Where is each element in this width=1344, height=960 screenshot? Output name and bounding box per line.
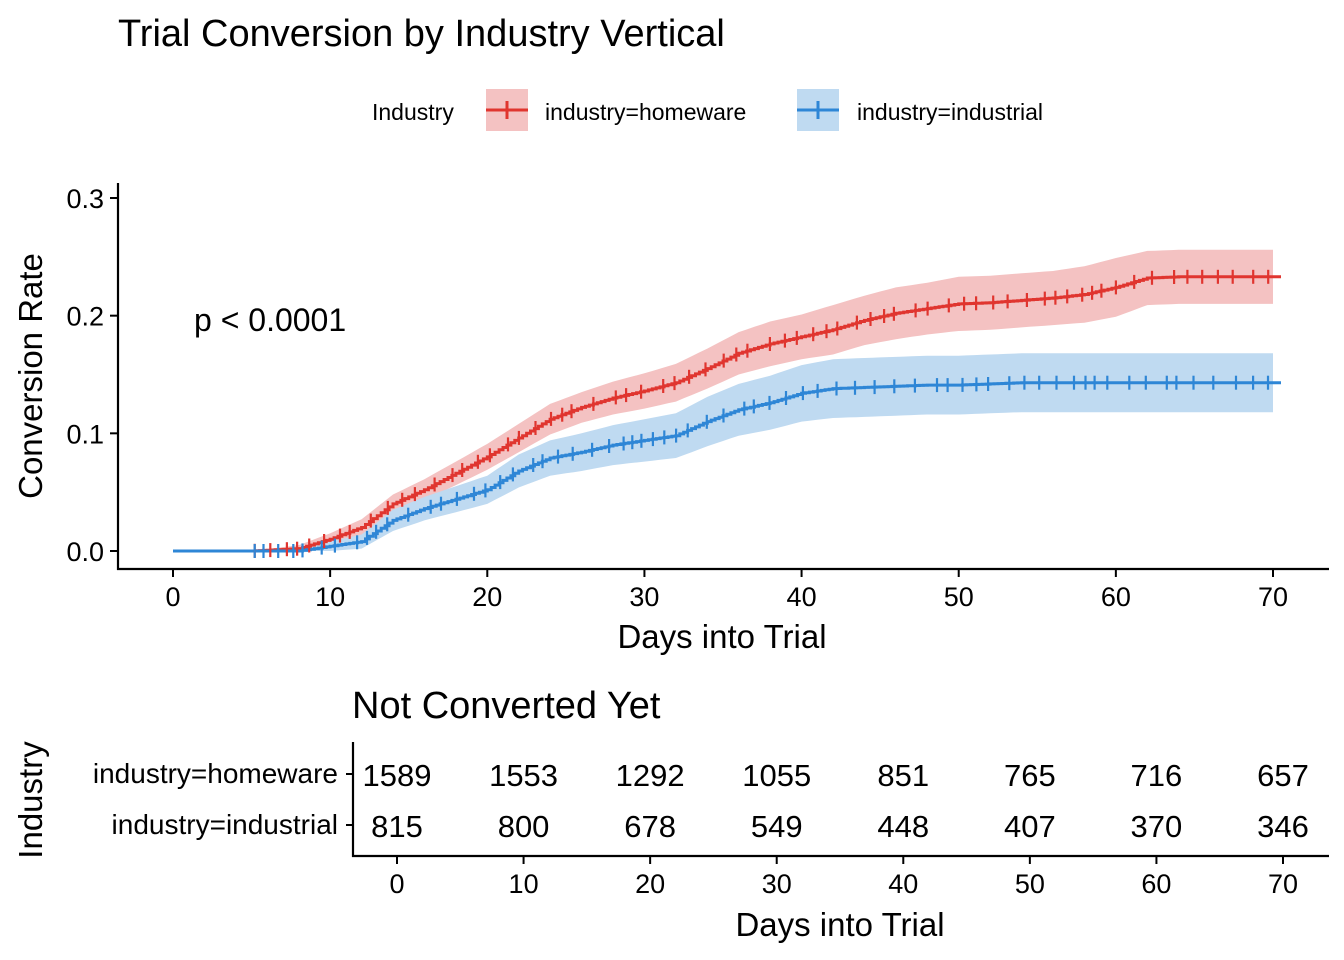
risk-table-axes: 0 10 20 30 40 50 60 70 [346,742,1329,899]
risk-table-title: Not Converted Yet [352,685,661,727]
risk-cell-industrial: 370 [1131,809,1183,844]
y-tick-label: 0.0 [66,537,104,567]
x-tick-label: 10 [315,582,345,612]
risk-row-label-homeware: industry=homeware [93,758,338,789]
legend-label-industrial: industry=industrial [857,99,1043,125]
risk-cell-industrial: 678 [624,809,676,844]
x-tick-label: 20 [472,582,502,612]
risk-cell-homeware: 1553 [489,758,558,793]
risk-cell-industrial: 815 [371,809,423,844]
risk-cell-homeware: 851 [877,758,929,793]
x-tick-label: 30 [629,582,659,612]
risk-cell-industrial: 448 [877,809,929,844]
risk-x-tick-label: 0 [389,869,404,899]
risk-cell-homeware: 765 [1004,758,1056,793]
series-lines [173,275,1281,553]
risk-x-ticks: 0 10 20 30 40 50 60 70 [389,856,1298,899]
censor-marks [253,269,1270,558]
y-tick-label: 0.3 [66,184,104,214]
risk-cell-homeware: 1292 [616,758,685,793]
risk-x-tick-label: 40 [888,869,918,899]
series-line-industrial [173,381,1281,553]
p-value-annotation: p < 0.0001 [194,302,346,338]
risk-cell-homeware: 1589 [363,758,432,793]
x-tick-label: 0 [165,582,180,612]
legend-label-homeware: industry=homeware [545,99,746,125]
y-ticks: 0.0 0.1 0.2 0.3 [66,184,118,567]
risk-cell-industrial: 346 [1257,809,1309,844]
risk-x-tick-label: 50 [1015,869,1045,899]
x-axis-label: Days into Trial [617,618,826,655]
risk-x-axis-label: Days into Trial [735,906,944,943]
legend-key-homeware [486,89,528,131]
x-tick-label: 40 [787,582,817,612]
risk-x-tick-label: 60 [1141,869,1171,899]
chart-title: Trial Conversion by Industry Vertical [118,13,725,55]
y-axis-label: Conversion Rate [12,253,49,499]
risk-row-label-industrial: industry=industrial [112,809,338,840]
confidence-band-homeware [173,249,1273,552]
legend-title: Industry [372,99,454,125]
risk-y-axis-label: Industry [12,741,49,859]
risk-cell-homeware: 716 [1131,758,1183,793]
legend-key-industrial [797,89,839,131]
x-ticks: 0 10 20 30 40 50 60 70 [165,569,1288,612]
risk-x-tick-label: 30 [762,869,792,899]
risk-table-cells: 1589 1553 1292 1055 851 765 716 657 815 800 678 549… [363,758,1309,844]
main-axes: 0 10 20 30 40 50 60 70 0.0 0.1 0.2 0.3 [66,183,1329,612]
series-line-homeware [173,275,1281,553]
x-tick-label: 50 [944,582,974,612]
risk-cell-industrial: 549 [751,809,803,844]
y-tick-label: 0.2 [66,302,104,332]
x-tick-label: 70 [1258,582,1288,612]
risk-cell-homeware: 657 [1257,758,1309,793]
x-tick-label: 60 [1101,582,1131,612]
risk-cell-industrial: 800 [498,809,550,844]
y-tick-label: 0.1 [66,419,104,449]
risk-x-tick-label: 10 [509,869,539,899]
risk-x-tick-label: 20 [635,869,665,899]
risk-cell-industrial: 407 [1004,809,1056,844]
risk-x-tick-label: 70 [1268,869,1298,899]
legend: Industry industry=homeware industry=indu… [372,89,1043,131]
risk-cell-homeware: 1055 [742,758,811,793]
confidence-bands [173,249,1273,552]
